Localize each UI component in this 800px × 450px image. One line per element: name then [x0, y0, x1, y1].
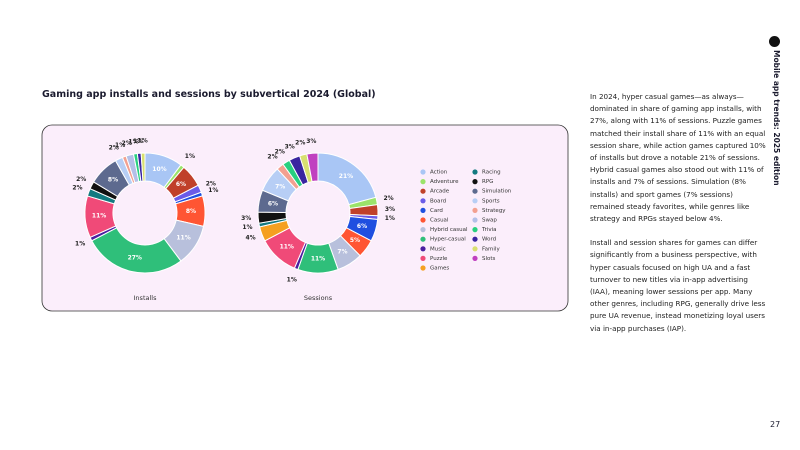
chart-label: Installs	[134, 294, 158, 302]
slice-label: 1%	[75, 241, 85, 248]
slice-label: 1%	[133, 138, 143, 145]
slice-label: 5%	[350, 237, 360, 244]
slice-label: 3%	[241, 215, 251, 222]
slice-label: 4%	[245, 235, 255, 242]
legend-label: Card	[430, 208, 443, 214]
legend-label: Simulation	[482, 189, 512, 195]
slice-label: 2%	[122, 140, 132, 147]
slice-label: 2%	[76, 176, 86, 183]
slice-label: 1%	[242, 224, 252, 231]
legend-swatch	[420, 227, 426, 233]
legend-swatch	[472, 207, 478, 213]
legend-swatch	[420, 207, 426, 213]
legend-swatch	[420, 188, 426, 194]
legend-label: Adventure	[430, 179, 459, 185]
legend-label: Casual	[430, 218, 449, 224]
legend-label: Hybrid casual	[430, 227, 468, 233]
slice-label: 6%	[176, 181, 186, 188]
legend-swatch	[472, 227, 478, 233]
legend-label: Strategy	[482, 208, 506, 214]
legend-label: Word	[482, 237, 496, 243]
slice-label: 1%	[115, 142, 125, 149]
legend-label: Hyper-casual	[430, 237, 466, 243]
legend-swatch	[472, 188, 478, 194]
slice-label: 3%	[285, 143, 295, 150]
legend-swatch	[472, 169, 478, 175]
slice-label: 6%	[268, 200, 278, 207]
legend-label: Action	[430, 170, 448, 176]
slice-label: 1%	[128, 138, 138, 145]
donut-slice	[306, 152, 319, 183]
legend-swatch	[420, 179, 426, 185]
slice-label: 7%	[337, 248, 347, 255]
legend-swatch	[420, 246, 426, 252]
slice-label: 2%	[109, 145, 119, 152]
slice-label: 11%	[92, 212, 106, 219]
legend-swatch	[420, 255, 426, 261]
legend-label: Trivia	[481, 227, 497, 233]
legend-swatch	[420, 217, 426, 223]
slice-label: 21%	[339, 173, 353, 180]
page-number: 27	[770, 420, 781, 429]
legend-swatch	[472, 236, 478, 242]
legend-swatch	[472, 246, 478, 252]
slice-label: 6%	[357, 223, 367, 230]
slice-label: 11%	[311, 256, 325, 263]
legend-swatch	[420, 265, 426, 271]
chart-label: Sessions	[304, 294, 333, 302]
legend-label: Sports	[482, 198, 500, 204]
slice-label: 3%	[385, 206, 395, 213]
legend-label: Games	[430, 266, 449, 272]
donut-slice	[140, 152, 146, 182]
legend-label: RPG	[482, 179, 493, 185]
legend-swatch	[472, 198, 478, 204]
legend-swatch	[472, 255, 478, 261]
legend-label: Swap	[482, 218, 497, 224]
legend-swatch	[420, 198, 426, 204]
legend-label: Slots	[482, 256, 496, 262]
legend-label: Arcade	[430, 189, 450, 195]
legend-swatch	[420, 236, 426, 242]
legend-label: Puzzle	[430, 256, 448, 262]
slice-label: 3%	[306, 138, 316, 145]
legend-label: Board	[430, 198, 446, 204]
legend-label: Music	[430, 246, 446, 252]
slice-label: 8%	[108, 176, 118, 183]
slice-label: 2%	[267, 154, 277, 161]
slice-label: 11%	[280, 243, 294, 250]
slice-label: 10%	[152, 166, 166, 173]
legend-swatch	[472, 179, 478, 185]
legend-label: Family	[482, 246, 500, 252]
paragraph: Install and session shares for games can…	[590, 238, 766, 333]
slice-label: 2%	[275, 148, 285, 155]
slice-label: 1%	[385, 215, 395, 222]
brand-badge	[769, 36, 780, 47]
slice-label: 1%	[185, 153, 195, 160]
legend-swatch	[472, 217, 478, 223]
donut-slice	[91, 227, 182, 274]
slice-label: 2%	[295, 140, 305, 147]
paragraph: In 2024, hyper casual games—as always—do…	[590, 92, 766, 224]
chart-title: Gaming app installs and sessions by subv…	[42, 89, 376, 100]
slice-label: 7%	[275, 183, 285, 190]
slice-label: 8%	[186, 208, 196, 215]
slice-label: 2%	[206, 180, 216, 187]
slice-label: 1%	[287, 277, 297, 284]
slice-label: 11%	[176, 235, 190, 242]
slice-label: 2%	[72, 185, 82, 192]
legend-label: Racing	[482, 170, 501, 176]
slice-label: 1%	[208, 187, 218, 194]
slice-label: 2%	[383, 195, 393, 202]
body-text: In 2024, hyper casual games—as always—do…	[590, 91, 768, 347]
slice-label: 1%	[138, 138, 148, 145]
slice-label: 27%	[128, 254, 142, 261]
legend-swatch	[420, 169, 426, 175]
